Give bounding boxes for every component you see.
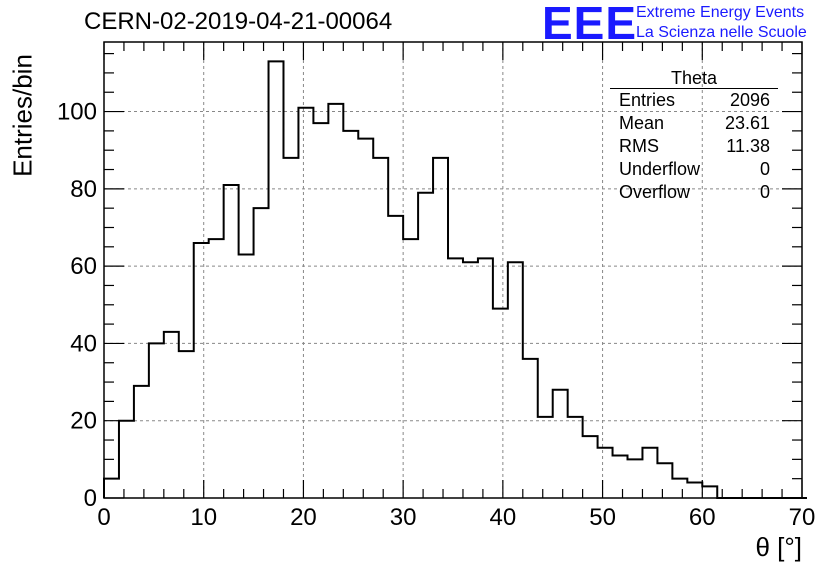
stats-label: RMS	[619, 136, 659, 156]
logo-caption-line1: Extreme Energy Events	[636, 4, 805, 21]
y-tick-label: 60	[70, 253, 97, 280]
histogram-bin	[672, 479, 687, 498]
stats-row: Underflow 0	[610, 158, 778, 181]
eee-logo: EEE	[542, 0, 638, 49]
histogram-bin	[418, 193, 433, 498]
histogram-bin	[463, 262, 478, 498]
histogram-bin	[478, 258, 493, 498]
x-tick-label: 20	[290, 504, 317, 531]
histogram-bin	[313, 123, 328, 498]
histogram-bin	[613, 455, 628, 498]
y-tick-label: 0	[84, 485, 97, 512]
histogram-bin	[343, 131, 358, 498]
x-tick-label: 0	[97, 504, 110, 531]
histogram-bin	[508, 262, 523, 498]
histogram-bin	[583, 436, 598, 498]
x-tick-label: 10	[190, 504, 217, 531]
histogram-bin	[657, 463, 672, 498]
stats-value: 11.38	[726, 136, 770, 156]
histogram-bin	[598, 448, 613, 498]
stats-row: Entries 2096	[610, 89, 778, 112]
histogram-bin	[104, 479, 119, 498]
stats-row: Mean 23.61	[610, 112, 778, 135]
histogram-bin	[448, 258, 463, 498]
histogram-bin	[687, 483, 702, 498]
histogram-bin	[702, 486, 717, 498]
run-title: CERN-02-2019-04-21-00064	[84, 8, 393, 35]
stats-value: 2096	[729, 90, 770, 110]
stats-title: Theta	[610, 68, 778, 89]
histogram-bin	[283, 158, 298, 498]
histogram-bin	[269, 61, 284, 498]
x-tick-labels: 0 10 20 30 40 50 60 70	[97, 504, 815, 531]
y-axis-label: Entries/bin	[7, 54, 38, 177]
histogram-bin	[373, 158, 388, 498]
grid-lines	[104, 42, 802, 498]
stats-label: Overflow	[619, 182, 691, 202]
histogram-bin	[328, 104, 343, 498]
axis-ticks	[103, 42, 803, 499]
histogram-bin	[523, 359, 538, 498]
y-tick-label: 80	[70, 176, 97, 203]
histogram-bin	[568, 417, 583, 498]
histogram-bin	[493, 309, 508, 498]
histogram-bin	[224, 185, 239, 498]
logo-caption-line2: La Scienza nelle Scuole	[636, 24, 807, 41]
plot-frame	[103, 41, 803, 499]
histogram-bin	[119, 421, 134, 498]
x-tick-label: 60	[689, 504, 716, 531]
x-axis-label: θ [°]	[755, 532, 802, 562]
histogram-bin	[194, 243, 209, 498]
histogram-bin	[642, 448, 657, 498]
histogram-bin	[134, 386, 149, 498]
x-tick-label: 50	[589, 504, 616, 531]
histogram-bin	[164, 332, 179, 498]
histogram-outline	[103, 60, 807, 499]
x-tick-label: 70	[789, 504, 816, 531]
stats-value: 23.61	[724, 113, 770, 133]
x-tick-label: 40	[490, 504, 517, 531]
histogram-bin	[298, 108, 313, 498]
stats-row: RMS 11.38	[610, 135, 778, 158]
histogram-bin	[149, 343, 164, 498]
y-tick-labels: 0 20 40 60 80 100	[57, 99, 97, 512]
stats-row: Overflow 0	[610, 181, 778, 204]
stats-value: 0	[759, 182, 770, 202]
histogram-bin	[433, 158, 448, 498]
histogram-bin	[209, 239, 224, 498]
x-tick-label: 30	[390, 504, 417, 531]
histogram-bin	[628, 459, 643, 498]
logo-caption: Extreme Energy Events La Scienza nelle S…	[636, 3, 807, 43]
histogram-bin	[254, 208, 269, 498]
histogram-bin	[179, 351, 194, 498]
stats-label: Underflow	[619, 159, 701, 179]
histogram-bin	[358, 139, 373, 498]
histogram-bin	[553, 390, 568, 498]
y-tick-label: 40	[70, 330, 97, 357]
histogram-bin	[388, 216, 403, 498]
stats-label: Mean	[619, 113, 665, 133]
y-tick-label: 20	[70, 408, 97, 435]
y-tick-label: 100	[57, 99, 97, 126]
stats-value: 0	[759, 159, 770, 179]
stats-label: Entries	[619, 90, 676, 110]
histogram-bin	[403, 239, 418, 498]
stats-box: Theta Entries 2096 Mean 23.61 RMS 11.38 …	[610, 68, 778, 204]
histogram-bin	[538, 417, 553, 498]
histogram-bin	[239, 255, 254, 498]
